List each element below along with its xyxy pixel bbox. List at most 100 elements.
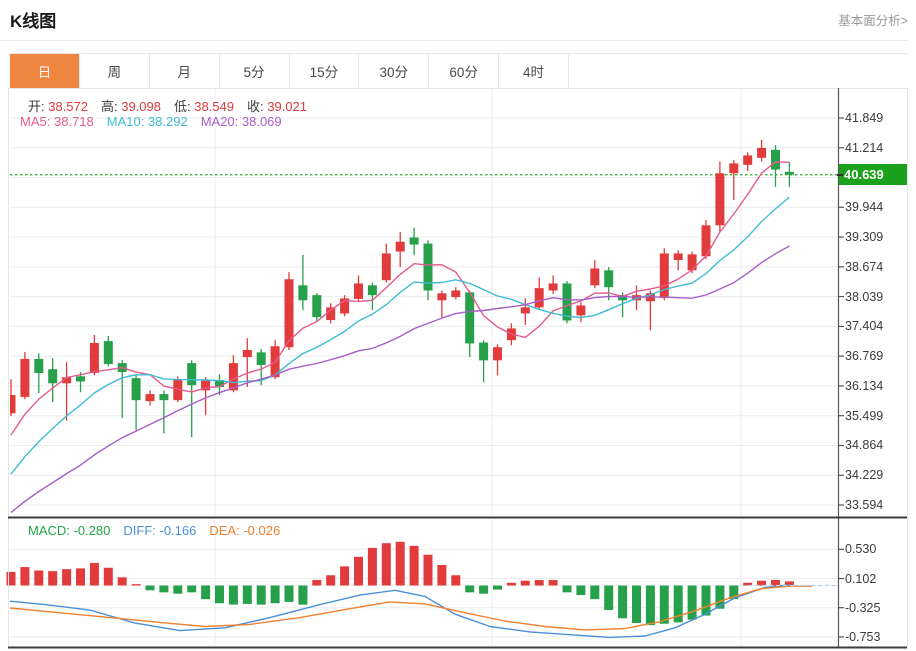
macd-bar (173, 585, 183, 594)
candle-body (548, 283, 558, 291)
candle-body (326, 307, 336, 321)
ma-item-1: MA10: 38.292 (106, 114, 188, 129)
macd-legend: MACD: -0.280 DIFF: -0.166 DEA: -0.026 (28, 523, 293, 538)
price-axis-label-6: 38.039 (845, 289, 884, 304)
ohlc-item-3: 收: 39.021 (247, 99, 307, 114)
current-price-value: 40.639 (844, 167, 884, 183)
macd-bar (395, 541, 405, 586)
candle-body (242, 350, 252, 358)
macd-item-0: MACD: -0.280 (28, 523, 111, 538)
macd-bar (103, 567, 113, 586)
macd-bar (506, 582, 516, 586)
macd-bar (645, 585, 655, 626)
candle-body (520, 307, 530, 314)
tab-interval-7[interactable]: 4时 (499, 54, 569, 88)
macd-bar (632, 585, 641, 624)
macd-bar (701, 585, 711, 616)
candle-body (409, 237, 419, 245)
macd-bar (187, 585, 197, 593)
macd-bar (465, 585, 475, 593)
macd-bar (757, 580, 767, 586)
macd-bar (270, 585, 280, 604)
candles (10, 139, 794, 438)
candle-body (771, 149, 780, 170)
candle-body (131, 378, 141, 401)
macd-bar (228, 585, 238, 605)
tab-interval-4[interactable]: 15分 (289, 54, 360, 88)
ma-lines (10, 161, 790, 513)
macd-bar (729, 585, 739, 600)
macd-bar (534, 580, 544, 586)
macd-bar (6, 571, 16, 586)
tab-interval-0[interactable]: 日 (10, 54, 80, 88)
candle-body (479, 342, 489, 361)
candle-body (590, 268, 600, 286)
candle-body (89, 342, 99, 373)
candle-body (743, 155, 753, 165)
tab-interval-2[interactable]: 月 (149, 54, 220, 88)
candle-body (493, 347, 502, 361)
candle-body (618, 295, 628, 301)
candle-body (701, 225, 711, 257)
diff-line (9, 584, 791, 639)
ohlc-item-1: 高: 39.098 (101, 99, 161, 114)
macd-bar (117, 577, 127, 586)
price-axis-label-8: 36.769 (845, 349, 884, 364)
current-price-tag: 40.639 (837, 164, 907, 186)
ma-item-0: MA5: 38.718 (20, 114, 94, 129)
candle-body (215, 380, 224, 388)
macd-bar (493, 585, 502, 590)
macd-bar (423, 554, 433, 586)
price-axis-label-9: 36.134 (845, 378, 884, 393)
fundamental-analysis-link[interactable]: 基本面分析> (838, 14, 908, 28)
price-axis-label-11: 34.864 (845, 438, 884, 453)
dea-line (9, 585, 812, 631)
candle-body (173, 380, 183, 401)
candle-body (103, 341, 113, 365)
macd-bar (381, 543, 391, 586)
macd-bar (590, 585, 600, 600)
price-axis-label-10: 35.499 (845, 408, 884, 423)
macd-bar (784, 581, 794, 586)
candle-body (34, 358, 44, 373)
candle-body (284, 279, 294, 348)
candle-body (312, 295, 322, 318)
price-axis-label-7: 37.404 (845, 319, 884, 334)
macd-bar (312, 580, 322, 586)
macd-bar (367, 547, 377, 586)
candle-body (76, 376, 85, 382)
macd-bar (215, 585, 224, 604)
tab-interval-5[interactable]: 30分 (359, 54, 430, 88)
candle-body (423, 243, 433, 291)
candle-body (715, 173, 725, 226)
ma20-line (10, 245, 790, 513)
candle-body (604, 270, 614, 288)
candle-body (20, 358, 30, 397)
candle-body (145, 394, 155, 402)
macd-bar (340, 566, 350, 586)
macd-item-2: DEA: -0.026 (209, 523, 281, 538)
macd-bar (159, 585, 169, 593)
tab-interval-3[interactable]: 5分 (219, 54, 290, 88)
ohlc-item-2: 低: 38.549 (174, 99, 234, 114)
macd-bar (618, 585, 628, 619)
macd-bar (687, 585, 697, 620)
ma-legend: MA5: 38.718 MA10: 38.292 MA20: 38.069 (20, 114, 295, 129)
macd-bar (145, 585, 155, 591)
ohlc-item-0: 开: 38.572 (28, 99, 88, 114)
macd-bar (771, 580, 780, 586)
page-title: K线图 (10, 12, 57, 31)
macd-bar (562, 585, 572, 593)
candle-body (256, 352, 266, 366)
macd-bar (131, 584, 141, 586)
tab-interval-1[interactable]: 周 (79, 54, 150, 88)
ohlc-legend: 开: 38.572 高: 39.098 低: 38.549 收: 39.021 (28, 96, 320, 115)
ma-item-2: MA20: 38.069 (200, 114, 282, 129)
candle-body (354, 283, 363, 299)
tab-interval-6[interactable]: 60分 (429, 54, 500, 88)
tabs-top-border (8, 53, 908, 54)
candle-body (757, 147, 767, 158)
macd-bar (673, 585, 683, 623)
macd-bar (76, 568, 85, 586)
